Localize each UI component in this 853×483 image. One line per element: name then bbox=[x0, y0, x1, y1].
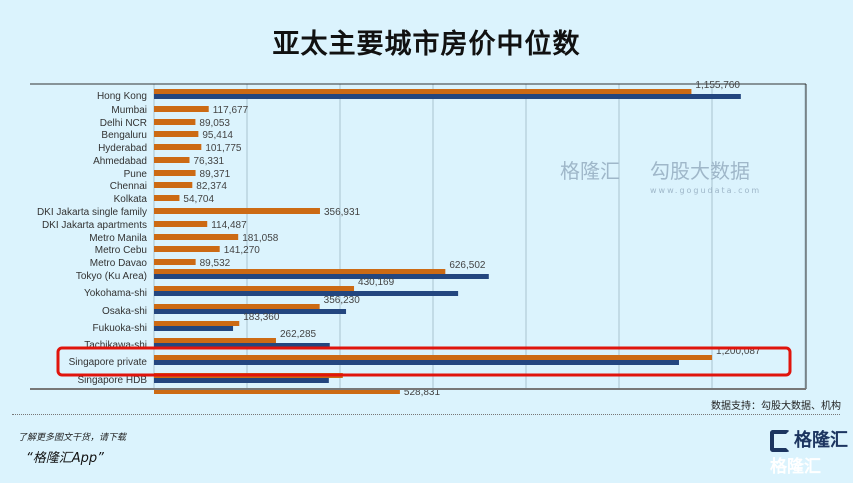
bar-series1 bbox=[154, 321, 240, 326]
category-label: Tachikawa-shi bbox=[84, 340, 147, 351]
value-label: 141,270 bbox=[224, 245, 261, 256]
value-label: 1,155,760 bbox=[695, 80, 740, 91]
logo-mark-icon bbox=[770, 430, 790, 452]
value-label: 626,502 bbox=[449, 260, 486, 271]
bar-series2 bbox=[154, 274, 489, 279]
category-label: Yokohama-shi bbox=[84, 288, 147, 299]
logo-name: 格隆汇 bbox=[794, 430, 848, 451]
promo-app-name: “格隆汇App” bbox=[26, 451, 104, 466]
value-label: 82,374 bbox=[196, 181, 227, 192]
bar-series2 bbox=[154, 309, 347, 314]
bar-series1 bbox=[154, 259, 196, 265]
bar-series1 bbox=[154, 182, 193, 188]
category-label: Osaka-shi bbox=[102, 306, 147, 317]
promo-text: 了解更多图文干货，请下载 bbox=[18, 433, 127, 443]
value-label: 89,371 bbox=[200, 169, 231, 180]
bar-series1 bbox=[154, 131, 199, 137]
bar-series1 bbox=[154, 304, 320, 309]
value-label: 89,532 bbox=[200, 258, 231, 269]
bar-series1 bbox=[154, 195, 180, 201]
value-label: 183,360 bbox=[243, 312, 280, 323]
value-label: 528,831 bbox=[404, 387, 441, 398]
chart-title: 亚太主要城市房价中位数 bbox=[272, 29, 581, 60]
value-label: 262,285 bbox=[280, 329, 317, 340]
category-label: Mumbai bbox=[111, 105, 147, 116]
category-label: Pune bbox=[124, 169, 148, 180]
value-label: 1,200,087 bbox=[716, 346, 761, 357]
logo-reflection: 格隆汇 bbox=[770, 457, 821, 477]
value-label: 181,058 bbox=[242, 233, 279, 244]
category-label: Metro Cebu bbox=[95, 245, 147, 256]
gelonghui-logo: 格隆汇 格隆汇 bbox=[770, 430, 850, 482]
value-label: 95,414 bbox=[202, 130, 233, 141]
bar-series1 bbox=[154, 234, 239, 240]
bar-series2 bbox=[154, 291, 459, 296]
bar-series1 bbox=[154, 208, 320, 214]
watermark-gelonghui: 格隆汇 bbox=[560, 159, 620, 183]
category-label: Kolkata bbox=[114, 194, 148, 205]
category-label: Metro Davao bbox=[90, 258, 148, 269]
value-label: 356,230 bbox=[324, 295, 361, 306]
bar-series2 bbox=[154, 326, 234, 331]
value-label: 117,677 bbox=[213, 105, 249, 116]
value-label: 76,331 bbox=[193, 156, 224, 167]
bar-series1 bbox=[154, 170, 196, 176]
bar-series1 bbox=[154, 246, 220, 252]
value-label: 114,487 bbox=[211, 220, 247, 231]
bar-series1 bbox=[154, 388, 400, 394]
bar-series1 bbox=[154, 89, 692, 94]
bar-series1 bbox=[154, 221, 208, 227]
value-label: 89,053 bbox=[199, 118, 230, 129]
bar-series2 bbox=[154, 94, 741, 99]
value-label: 101,775 bbox=[205, 143, 242, 154]
category-label: Singapore HDB bbox=[78, 375, 148, 386]
category-label: DKI Jakarta apartments bbox=[42, 220, 147, 231]
watermark-url: www.gogudata.com bbox=[650, 186, 762, 195]
watermark-gogudata: 勾股大数据 bbox=[650, 159, 750, 183]
bar-series1 bbox=[154, 157, 190, 163]
category-label: DKI Jakarta single family bbox=[37, 207, 147, 218]
value-label: 430,169 bbox=[358, 277, 395, 288]
bar-series1 bbox=[154, 144, 202, 150]
category-label: Hyderabad bbox=[98, 143, 147, 154]
category-label: Tokyo (Ku Area) bbox=[76, 271, 147, 282]
source-note: 数据支持：勾股大数据、机构 bbox=[711, 401, 841, 412]
category-label: Bengaluru bbox=[101, 130, 147, 141]
bar-series1 bbox=[154, 269, 446, 274]
divider bbox=[12, 414, 840, 415]
category-label: Metro Manila bbox=[89, 233, 147, 244]
category-label: Ahmedabad bbox=[93, 156, 147, 167]
bar-series1 bbox=[154, 119, 196, 125]
bar-series1 bbox=[154, 286, 355, 291]
bar-series2 bbox=[154, 343, 330, 348]
bar-chart: Hong Kong 1,155,760 Mumbai 117,677 Delhi NCR… bbox=[30, 80, 807, 398]
bar-series1 bbox=[154, 355, 713, 360]
value-label: 54,704 bbox=[183, 194, 214, 205]
bar-series2 bbox=[154, 360, 679, 365]
category-label: Fukuoka-shi bbox=[93, 323, 147, 334]
value-label: 356,931 bbox=[324, 207, 361, 218]
bar-series1 bbox=[154, 338, 276, 343]
category-label: Delhi NCR bbox=[100, 118, 147, 129]
category-label: Chennai bbox=[110, 181, 147, 192]
highlight-box bbox=[56, 346, 792, 377]
category-label: Singapore private bbox=[69, 357, 148, 368]
bar-series1 bbox=[154, 106, 209, 112]
bar-series2 bbox=[154, 378, 329, 383]
category-label: Hong Kong bbox=[97, 91, 147, 102]
